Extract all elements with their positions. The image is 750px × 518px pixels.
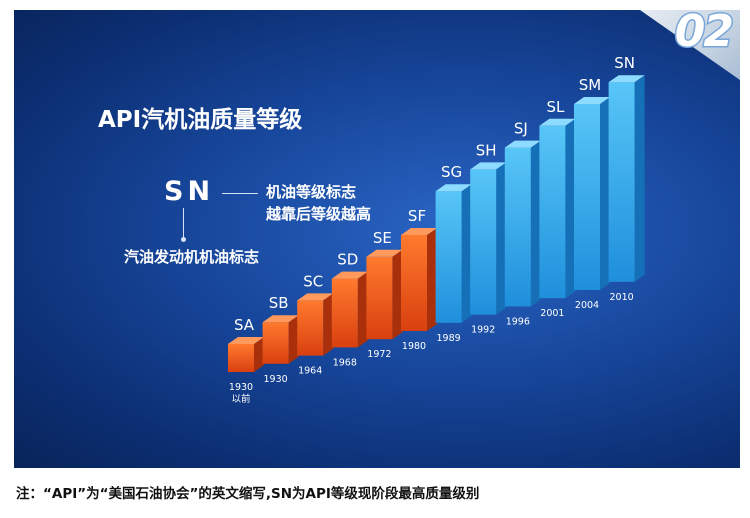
bar-front-sm bbox=[574, 104, 600, 290]
bar-top-sh bbox=[470, 162, 507, 170]
bar-side-se bbox=[392, 249, 403, 340]
grade-label-sm: SM bbox=[579, 76, 601, 94]
bar-top-sa bbox=[228, 337, 264, 344]
bar-top-sm bbox=[574, 97, 610, 104]
bar-top-sf bbox=[401, 228, 437, 235]
bar-se bbox=[366, 249, 403, 340]
bar-side-sf bbox=[427, 228, 437, 331]
bar-sa bbox=[228, 337, 264, 372]
bar-sd bbox=[331, 271, 368, 348]
legend-grade-note-line1: 机油等级标志 bbox=[266, 183, 357, 201]
grade-label-sd: SD bbox=[337, 251, 358, 269]
year-label-sg: 1989 bbox=[437, 333, 461, 344]
grade-label-se: SE bbox=[373, 229, 392, 247]
bar-top-sl bbox=[539, 118, 576, 126]
bar-sn bbox=[608, 75, 645, 282]
page-number-badge: 02 bbox=[673, 10, 735, 59]
bar-side-sa bbox=[254, 337, 264, 372]
bar-sj bbox=[504, 140, 541, 307]
bar-side-sm bbox=[600, 97, 610, 290]
bar-sl bbox=[539, 118, 576, 299]
bar-side-sj bbox=[530, 140, 541, 307]
bar-top-sn bbox=[608, 75, 645, 83]
grade-label-sb: SB bbox=[269, 294, 289, 312]
bar-front-se bbox=[366, 256, 393, 340]
grade-bar-chart: SA 1930 以前 SB 1930 SC 1964 SD 1968 SE 1972 SF 1980 SG… bbox=[228, 54, 645, 405]
bar-front-sh bbox=[470, 169, 497, 315]
grade-label-sg: SG bbox=[441, 163, 462, 181]
legend-engine-note: 汽油发动机机油标志 bbox=[124, 248, 260, 266]
bar-top-sd bbox=[331, 271, 368, 279]
bar-top-sc bbox=[297, 293, 334, 301]
footnote: 注：“API”为“美国石油协会”的英文缩写,SN为API等级现阶段最高质量级别 bbox=[16, 486, 480, 502]
bar-side-sh bbox=[496, 162, 507, 315]
grade-label-sa: SA bbox=[234, 316, 255, 334]
bar-sm bbox=[574, 97, 610, 290]
bar-sf bbox=[401, 228, 437, 331]
bar-sb bbox=[262, 315, 299, 364]
bar-side-sb bbox=[288, 315, 299, 364]
grade-label-sc: SC bbox=[303, 272, 323, 290]
bar-top-se bbox=[366, 249, 403, 257]
bar-side-sn bbox=[634, 75, 645, 282]
year-label-se: 1972 bbox=[367, 349, 391, 360]
grade-label-sj: SJ bbox=[514, 120, 528, 138]
legend-connector-vertical bbox=[183, 208, 184, 240]
bar-top-sj bbox=[504, 140, 541, 148]
grade-label-sf: SF bbox=[408, 207, 426, 225]
bar-sc bbox=[297, 293, 334, 356]
bar-side-sg bbox=[461, 184, 472, 323]
year-label-sa: 1930 以前 bbox=[229, 382, 253, 405]
bar-front-sg bbox=[435, 191, 462, 323]
bar-sg bbox=[435, 184, 472, 323]
year-label-sn: 2010 bbox=[610, 292, 634, 303]
grade-label-sh: SH bbox=[476, 141, 497, 159]
bar-front-sb bbox=[262, 322, 289, 364]
year-label-sc: 1964 bbox=[298, 366, 322, 377]
year-label-sm: 2004 bbox=[575, 300, 599, 311]
grade-label-sn: SN bbox=[614, 54, 635, 72]
bar-front-sj bbox=[504, 147, 531, 307]
legend-connector-dot bbox=[181, 237, 186, 242]
bar-top-sb bbox=[262, 315, 299, 323]
legend-connector-horizontal bbox=[222, 193, 258, 194]
legend-grade-note-line2: 越靠后等级越高 bbox=[266, 205, 372, 223]
bar-sh bbox=[470, 162, 507, 315]
year-label-sb: 1930 bbox=[264, 374, 288, 385]
legend-sn-code: SN bbox=[164, 176, 215, 207]
bar-side-sc bbox=[323, 293, 334, 356]
info-panel: 02 API汽机油质量等级 SN 机油等级标志 越靠后等级越高 汽油发动机机油标… bbox=[14, 10, 740, 468]
bar-front-sf bbox=[401, 235, 427, 331]
chart-title: API汽机油质量等级 bbox=[98, 107, 303, 133]
year-label-sd: 1968 bbox=[333, 357, 357, 368]
bar-front-sc bbox=[297, 300, 324, 356]
grade-label-sl: SL bbox=[546, 98, 565, 116]
year-label-sf: 1980 bbox=[402, 341, 426, 352]
bar-front-sl bbox=[539, 125, 566, 299]
bar-front-sa bbox=[228, 344, 254, 372]
bar-side-sl bbox=[565, 118, 576, 299]
bar-top-sg bbox=[435, 184, 472, 192]
year-label-sj: 1996 bbox=[506, 316, 530, 327]
bar-front-sd bbox=[331, 278, 358, 348]
year-label-sh: 1992 bbox=[471, 325, 495, 336]
bar-front-sn bbox=[608, 82, 635, 282]
year-label-sl: 2001 bbox=[540, 308, 564, 319]
bar-side-sd bbox=[357, 271, 368, 348]
legend-grade-note: 机油等级标志 越靠后等级越高 bbox=[266, 181, 371, 225]
